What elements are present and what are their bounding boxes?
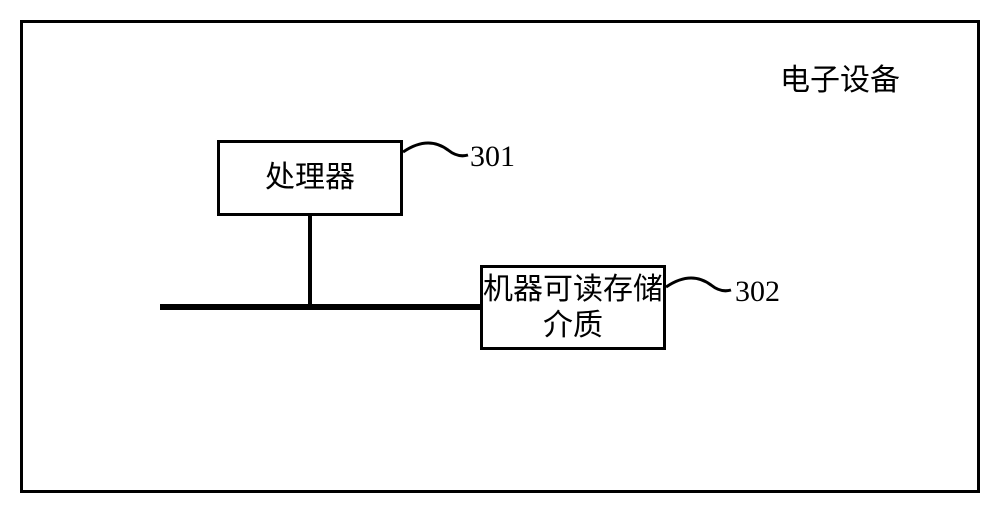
callout-curve-302 [666,275,736,305]
callout-curve-301 [403,140,473,170]
node-processor: 处理器 [217,140,403,216]
node-processor-label: 处理器 [265,160,355,196]
connector-processor-bus [308,216,312,304]
callout-label-301: 301 [470,140,515,174]
diagram-title: 电子设备 [780,55,900,99]
callout-label-302: 302 [735,275,780,309]
node-storage-label: 机器可读存储介质 [483,272,663,344]
node-storage: 机器可读存储介质 [480,265,666,350]
